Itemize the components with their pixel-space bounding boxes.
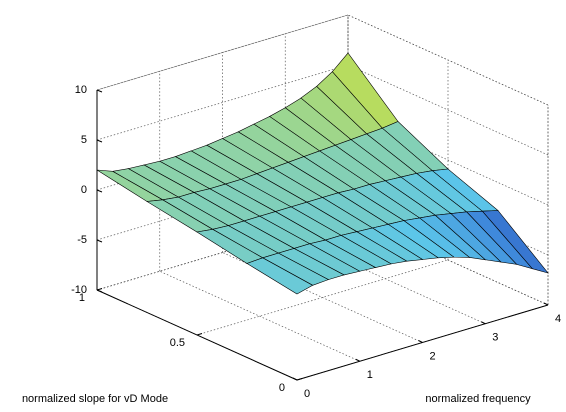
grid-line — [347, 14, 549, 106]
grid-line — [96, 64, 349, 141]
z-tick-label: 5 — [81, 134, 87, 146]
z-tick — [96, 239, 103, 243]
z-tick — [96, 289, 103, 293]
x-tick-label: 1 — [367, 369, 373, 381]
x-tick — [481, 321, 486, 325]
x-tick — [355, 358, 360, 362]
y-tick-label: 1 — [79, 292, 85, 304]
x-tick-label: 4 — [555, 313, 561, 325]
z-tick — [96, 139, 103, 143]
y-tick-label: 0 — [279, 382, 285, 394]
z-tick-label: 10 — [75, 84, 87, 96]
x-tick — [418, 340, 423, 343]
z-tick-label: -5 — [77, 234, 87, 246]
x-tick-label: 0 — [304, 388, 310, 400]
surface-patch — [246, 257, 314, 295]
x-tick-label: 2 — [429, 350, 435, 362]
x-axis-label: normalized frequency — [425, 393, 531, 405]
grid-line — [196, 259, 449, 336]
z-tick — [96, 189, 103, 193]
x-tick — [292, 377, 298, 381]
y-tick — [296, 378, 303, 381]
z-tick — [96, 89, 103, 93]
grid-line — [159, 270, 360, 362]
y-tick — [196, 333, 203, 336]
grid-line — [96, 14, 349, 91]
x-tick — [543, 302, 549, 306]
grid-line — [347, 64, 549, 156]
z-tick-label: 0 — [81, 184, 87, 196]
y-axis-label: normalized slope for vD Mode — [22, 393, 168, 405]
x-tick-label: 3 — [492, 332, 498, 344]
y-tick-label: 0.5 — [170, 337, 185, 349]
z-tick-label: -10 — [71, 284, 87, 296]
y-tick — [96, 288, 103, 291]
